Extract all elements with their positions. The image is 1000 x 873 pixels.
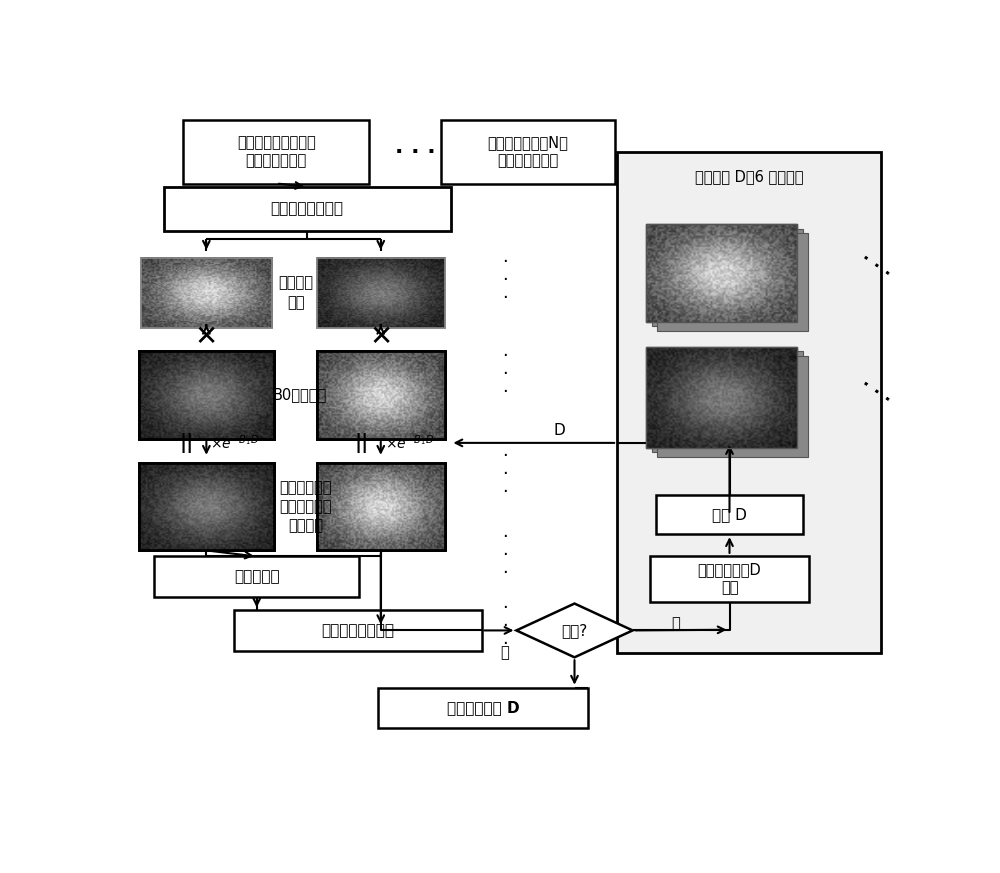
Text: 欠采样信号（第N个
扩散梯度方向）: 欠采样信号（第N个 扩散梯度方向） (488, 135, 568, 168)
FancyBboxPatch shape (378, 688, 588, 728)
Polygon shape (516, 603, 633, 657)
Text: 相位低通
滤波: 相位低通 滤波 (278, 276, 313, 311)
Text: 欠采样信号（第一个
扩散梯度方向）: 欠采样信号（第一个 扩散梯度方向） (237, 135, 316, 168)
Text: · · ·: · · · (856, 375, 894, 409)
Text: 计算扩散张量D
梯度: 计算扩散张量D 梯度 (698, 562, 761, 595)
Text: 收敛?: 收敛? (561, 623, 588, 638)
Text: 高斯模型估计
的估计的扩散
加权图像: 高斯模型估计 的估计的扩散 加权图像 (279, 480, 332, 533)
Text: ||: || (354, 433, 368, 453)
FancyBboxPatch shape (234, 610, 482, 650)
Text: ✕: ✕ (369, 323, 392, 351)
FancyBboxPatch shape (652, 352, 803, 452)
Text: · · ·: · · · (856, 249, 894, 283)
Text: 扩散张量 D（6 个元素）: 扩散张量 D（6 个元素） (695, 169, 803, 184)
Text: ·
·
·: · · · (502, 448, 508, 501)
Text: 输出扩散张量 D: 输出扩散张量 D (447, 700, 519, 715)
FancyBboxPatch shape (441, 120, 615, 183)
Text: 更新 D: 更新 D (712, 507, 747, 522)
Text: 目标方程代价计算: 目标方程代价计算 (321, 623, 394, 638)
FancyBboxPatch shape (657, 233, 808, 331)
Text: 是: 是 (500, 645, 509, 660)
FancyBboxPatch shape (650, 556, 809, 601)
Text: 并行成像相位估计: 并行成像相位估计 (271, 202, 344, 217)
Text: $\times e^{-B_1D}$: $\times e^{-B_1D}$ (385, 434, 434, 452)
FancyBboxPatch shape (656, 495, 803, 534)
FancyBboxPatch shape (617, 152, 881, 653)
Text: 否: 否 (671, 616, 680, 631)
Text: $\times e^{-B_1D}$: $\times e^{-B_1D}$ (210, 434, 260, 452)
FancyBboxPatch shape (164, 187, 450, 230)
Text: D: D (553, 423, 565, 438)
Text: ✕: ✕ (195, 323, 218, 351)
FancyBboxPatch shape (154, 556, 359, 597)
Text: 傅里叶变换: 傅里叶变换 (234, 569, 280, 584)
Text: ·
·
·: · · · (502, 347, 508, 401)
Text: ·
·
·: · · · (502, 528, 508, 582)
Text: ||: || (180, 433, 194, 453)
Text: ·
·
·: · · · (502, 599, 508, 653)
Text: ·
·
·: · · · (502, 252, 508, 306)
FancyBboxPatch shape (657, 356, 808, 457)
Text: B0满采图像: B0满采图像 (272, 388, 326, 402)
Text: · · ·: · · · (395, 141, 436, 162)
FancyBboxPatch shape (183, 120, 369, 183)
FancyBboxPatch shape (652, 229, 803, 327)
